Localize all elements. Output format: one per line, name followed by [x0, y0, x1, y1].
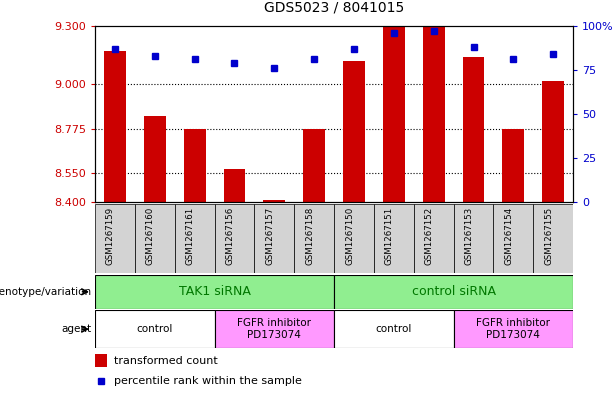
- Bar: [543, 81, 564, 202]
- Bar: [264, 200, 285, 202]
- Bar: [414, 204, 454, 273]
- Text: GSM1267153: GSM1267153: [465, 206, 474, 264]
- Bar: [254, 204, 294, 273]
- Text: GSM1267150: GSM1267150: [345, 206, 354, 264]
- Text: GSM1267161: GSM1267161: [186, 206, 195, 264]
- Text: GDS5023 / 8041015: GDS5023 / 8041015: [264, 1, 404, 15]
- Bar: [95, 310, 215, 348]
- Bar: [215, 310, 334, 348]
- Text: GSM1267158: GSM1267158: [305, 206, 314, 264]
- Bar: [95, 204, 135, 273]
- Bar: [503, 129, 524, 202]
- Bar: [423, 26, 444, 202]
- Bar: [104, 51, 126, 202]
- Text: FGFR inhibitor
PD173074: FGFR inhibitor PD173074: [476, 318, 550, 340]
- Bar: [144, 116, 166, 202]
- Bar: [175, 204, 215, 273]
- Bar: [383, 26, 405, 202]
- Text: control: control: [376, 324, 412, 334]
- Text: agent: agent: [62, 324, 92, 334]
- Bar: [533, 204, 573, 273]
- Bar: [374, 204, 414, 273]
- Text: genotype/variation: genotype/variation: [0, 287, 92, 297]
- Bar: [135, 204, 175, 273]
- Text: transformed count: transformed count: [114, 356, 218, 366]
- Text: GSM1267157: GSM1267157: [265, 206, 275, 264]
- Bar: [224, 169, 245, 202]
- Text: TAK1 siRNA: TAK1 siRNA: [178, 285, 251, 298]
- Bar: [95, 275, 334, 309]
- Bar: [454, 310, 573, 348]
- Bar: [343, 61, 365, 202]
- Text: GSM1267160: GSM1267160: [146, 206, 154, 264]
- Bar: [215, 204, 254, 273]
- Text: percentile rank within the sample: percentile rank within the sample: [114, 376, 302, 386]
- Bar: [294, 204, 334, 273]
- Bar: [454, 204, 493, 273]
- Bar: [334, 275, 573, 309]
- Bar: [493, 204, 533, 273]
- Bar: [184, 129, 205, 202]
- Text: GSM1267156: GSM1267156: [226, 206, 235, 264]
- Text: FGFR inhibitor
PD173074: FGFR inhibitor PD173074: [237, 318, 311, 340]
- Text: GSM1267155: GSM1267155: [544, 206, 554, 264]
- Text: control siRNA: control siRNA: [411, 285, 496, 298]
- Bar: [303, 129, 325, 202]
- Text: GSM1267154: GSM1267154: [504, 206, 514, 264]
- Bar: [334, 204, 374, 273]
- Bar: [334, 310, 454, 348]
- Text: GSM1267151: GSM1267151: [385, 206, 394, 264]
- Text: control: control: [137, 324, 173, 334]
- Text: GSM1267159: GSM1267159: [106, 206, 115, 264]
- Text: GSM1267152: GSM1267152: [425, 206, 434, 264]
- Bar: [95, 354, 107, 367]
- Bar: [463, 57, 484, 202]
